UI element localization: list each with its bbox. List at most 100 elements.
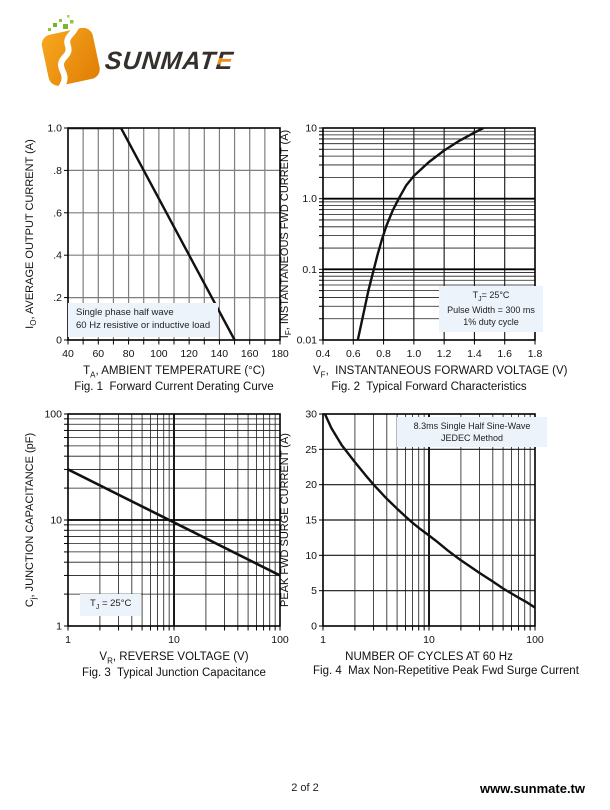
fig3-y-label-pre: C	[24, 599, 36, 608]
fig1-x-label-pre: T	[83, 365, 91, 377]
svg-text:0.1: 0.1	[302, 264, 317, 276]
svg-text:1.0: 1.0	[47, 123, 62, 135]
svg-text:0.01: 0.01	[297, 335, 318, 347]
fig4-annotation-line: 8.3ms Single Half Sine-Wave	[413, 421, 531, 431]
fig3-annotation-line1: TJ = 25°C	[90, 598, 131, 612]
svg-text:1: 1	[56, 621, 62, 633]
svg-text:100: 100	[526, 634, 544, 646]
fig2-annotation-line: Pulse Width = 300 ms	[447, 305, 535, 316]
fig1-caption: Fig. 1 Forward Current Derating Curve	[74, 381, 274, 394]
sunmate-logo: SUNMATE	[36, 10, 296, 90]
svg-text:0: 0	[311, 621, 317, 633]
svg-text:100: 100	[271, 634, 289, 646]
fig4-x-axis-title: NUMBER OF CYCLES AT 60 Hz	[275, 651, 545, 663]
svg-text:100: 100	[44, 409, 62, 421]
fig4-annotation: 8.3ms Single Half Sine-Wave JEDEC Method	[397, 417, 547, 448]
sunmate-logo-icon	[41, 15, 100, 90]
svg-text:.6: .6	[53, 207, 62, 219]
fig4-annotation-line: JEDEC Method	[440, 433, 504, 444]
wordmark-e: E	[214, 47, 236, 75]
fig2-x-label-pre: V	[313, 365, 321, 377]
svg-text:1.6: 1.6	[497, 348, 512, 360]
fig4-plot-row: PEAK FWD SURGE CURRENT (A) 30 25 20 15 10 5 0 1…	[275, 406, 547, 650]
fig1-y-label-pre: I	[24, 325, 36, 329]
fig1-plot-area: 1.0 .8 .6 .4 .2 0 40 60 80 100 120 140 160 180 Single…	[36, 120, 290, 364]
fig2-annotation-line1: TJ= 25°C	[441, 289, 541, 304]
svg-text:40: 40	[62, 348, 74, 360]
logo-green-dots	[48, 15, 74, 31]
svg-text:1.4: 1.4	[467, 348, 482, 360]
figure-2: I F , INSTANTANEOUS FWD CURRENT (A) 10 1.0 0…	[275, 120, 568, 394]
fig3-chart: 100 10 11 10 100	[44, 409, 289, 647]
fig3-annotation: TJ = 25°C	[80, 594, 142, 617]
fig3-x-label-post: , REVERSE VOLTAGE (V)	[112, 651, 249, 663]
svg-text:30: 30	[305, 409, 317, 421]
svg-text:160: 160	[241, 348, 259, 360]
fig3-plot-row: Cj, JUNCTION CAPACITANCE (pF) 100 10 1 1 10 1…	[20, 406, 290, 650]
fig3-plot-area: 100 10 1 1 10 100 TJ = 25°C	[36, 406, 290, 650]
fig3-x-label-sub: R	[107, 656, 113, 666]
fig1-x-label-post: , AMBIENT TEMPERATURE (°C)	[95, 365, 265, 377]
svg-text:20: 20	[305, 479, 317, 491]
fig1-annotation-line: Single phase half wave	[76, 307, 174, 318]
fig2-tj-post: = 25°C	[481, 290, 510, 300]
fig1-y-label-post: , AVERAGE OUTPUT CURRENT (A)	[24, 139, 36, 320]
svg-text:1: 1	[65, 634, 71, 646]
figure-3: Cj, JUNCTION CAPACITANCE (pF) 100 10 1 1 10 1…	[20, 406, 290, 680]
fig2-chart: 10 1.0 0.1 0.010.4 0.6 0.8 1.0 1.2 1.4 1.6 1.8	[297, 123, 543, 361]
svg-text:10: 10	[423, 634, 435, 646]
svg-text:10: 10	[305, 550, 317, 562]
fig4-y-label-post: PEAK FWD SURGE CURRENT (A)	[279, 433, 291, 607]
fig3-tj-post: = 25°C	[99, 598, 132, 609]
fig3-tj-sub: J	[95, 603, 100, 611]
fig1-annotation: Single phase half wave 60 Hz resistive o…	[68, 303, 219, 337]
fig2-annotation-line: 1% duty cycle	[463, 317, 519, 328]
fig2-y-label-pre: I	[279, 335, 291, 339]
fig2-plot-row: IF, INSTANTANEOUS FWD CURRENT (A) 10 1.0 0…	[275, 120, 545, 364]
svg-text:1.0: 1.0	[302, 193, 317, 205]
svg-text:0.8: 0.8	[376, 348, 391, 360]
svg-text:.2: .2	[53, 292, 62, 304]
fig2-annotation: TJ= 25°C Pulse Width = 300 ms 1% duty cy…	[439, 286, 543, 332]
sunmate-wordmark: SUNMATE	[103, 47, 236, 76]
svg-text:1.0: 1.0	[407, 348, 422, 360]
svg-text:0.6: 0.6	[346, 348, 361, 360]
fig2-plot-area: 10 1.0 0.1 0.01 0.4 0.6 0.8 1.0 1.2 1.4 1.6 1.8 TJ=…	[291, 120, 545, 364]
svg-text:60: 60	[92, 348, 104, 360]
fig2-x-axis-title: VF, INSTANTANEOUS FORWARD VOLTAGE (V)	[275, 365, 568, 379]
figure-1: IO, AVERAGE OUTPUT CURRENT (A) 1.0.8.6.4…	[20, 120, 290, 394]
fig3-caption: Fig. 3 Typical Junction Capacitance	[82, 667, 266, 680]
svg-text:0.4: 0.4	[316, 348, 331, 360]
svg-text:10: 10	[50, 515, 62, 527]
svg-text:1: 1	[320, 634, 326, 646]
svg-text:5: 5	[311, 585, 317, 597]
svg-text:.8: .8	[53, 165, 62, 177]
fig4-chart: 30 25 20 15 10 5 01 10 100	[305, 409, 544, 647]
svg-text:140: 140	[211, 348, 229, 360]
svg-text:15: 15	[305, 515, 317, 527]
svg-text:100: 100	[150, 348, 168, 360]
wordmark-left: SUNMAT	[103, 47, 218, 75]
svg-text:180: 180	[271, 348, 289, 360]
svg-text:0: 0	[56, 335, 62, 347]
fig1-plot-row: IO, AVERAGE OUTPUT CURRENT (A) 1.0.8.6.4…	[20, 120, 290, 364]
fig2-y-label-post: , INSTANTANEOUS FWD CURRENT (A)	[279, 129, 291, 331]
fig2-tj-sub: J	[478, 295, 482, 303]
fig3-x-label-pre: V	[99, 651, 108, 663]
page-footer: 2 of 2 www.sunmate.tw	[0, 781, 610, 802]
fig2-caption: Fig. 2 Typical Forward Characteristics	[331, 381, 527, 394]
fig3-tj-pre: T	[90, 598, 96, 609]
svg-text:1.2: 1.2	[437, 348, 452, 360]
website-url: www.sunmate.tw	[480, 781, 585, 796]
fig2-x-label-post: , INSTANTANEOUS FORWARD VOLTAGE (V)	[325, 365, 568, 377]
svg-text:120: 120	[180, 348, 198, 360]
svg-text:10: 10	[305, 123, 317, 135]
fig4-plot-area: 30 25 20 15 10 5 0 1 10 100 8.3ms Single Half Sin…	[291, 406, 547, 650]
fig1-x-axis-title: TA, AMBIENT TEMPERATURE (°C)	[20, 365, 290, 379]
svg-text:25: 25	[305, 444, 317, 456]
figure-4: PEAK FWD SURGE CURRENT (A) 30 25 20 15 10 5 0 1…	[275, 406, 579, 678]
page-number: 2 of 2	[291, 782, 319, 794]
svg-text:.4: .4	[53, 250, 62, 262]
svg-text:1.8: 1.8	[528, 348, 543, 360]
